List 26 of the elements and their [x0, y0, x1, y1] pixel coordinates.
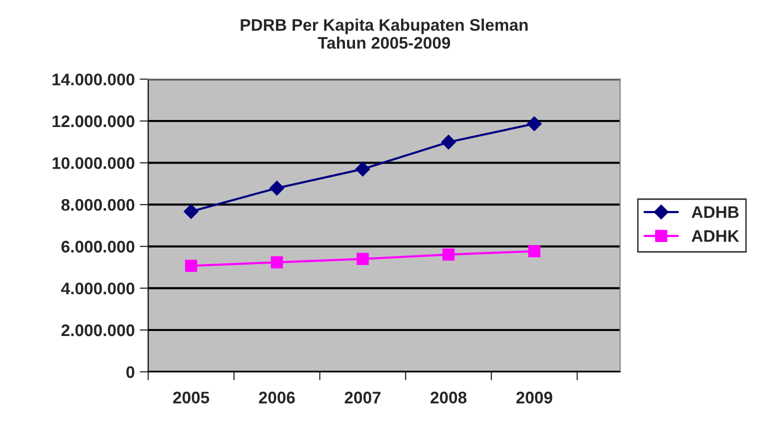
point — [270, 256, 283, 268]
y-tick-label: 14.000.000 — [52, 74, 134, 86]
x-tick-label: 2009 — [516, 392, 552, 404]
point — [528, 245, 540, 258]
point — [526, 116, 542, 132]
y-tick-label: 10.000.000 — [52, 157, 134, 170]
x-tick-label: 2006 — [258, 392, 295, 404]
point — [270, 180, 284, 196]
point — [185, 260, 198, 272]
point — [184, 204, 198, 219]
y-tick-label: 2.000.000 — [61, 324, 134, 336]
y-tick-label: 12.000.000 — [52, 115, 134, 128]
x-tick-label: 2005 — [173, 392, 210, 404]
y-tick-label: 0 — [126, 366, 134, 378]
legend-label: ADHB — [692, 206, 739, 218]
point — [441, 134, 456, 150]
y-tick-label: 4.000.000 — [61, 282, 134, 294]
chart-title: PDRB Per Kapita Kabupaten Sleman Tahun 2005-2009 — [240, 18, 528, 49]
legend-label: ADHK — [692, 230, 740, 242]
point — [355, 162, 370, 176]
y-tick-label: 6.000.000 — [61, 240, 134, 253]
y-tick-label: 8.000.000 — [61, 199, 134, 211]
x-tick-label: 2007 — [344, 392, 381, 404]
point — [356, 252, 369, 266]
point — [442, 248, 455, 261]
x-tick-label: 2008 — [430, 392, 467, 404]
